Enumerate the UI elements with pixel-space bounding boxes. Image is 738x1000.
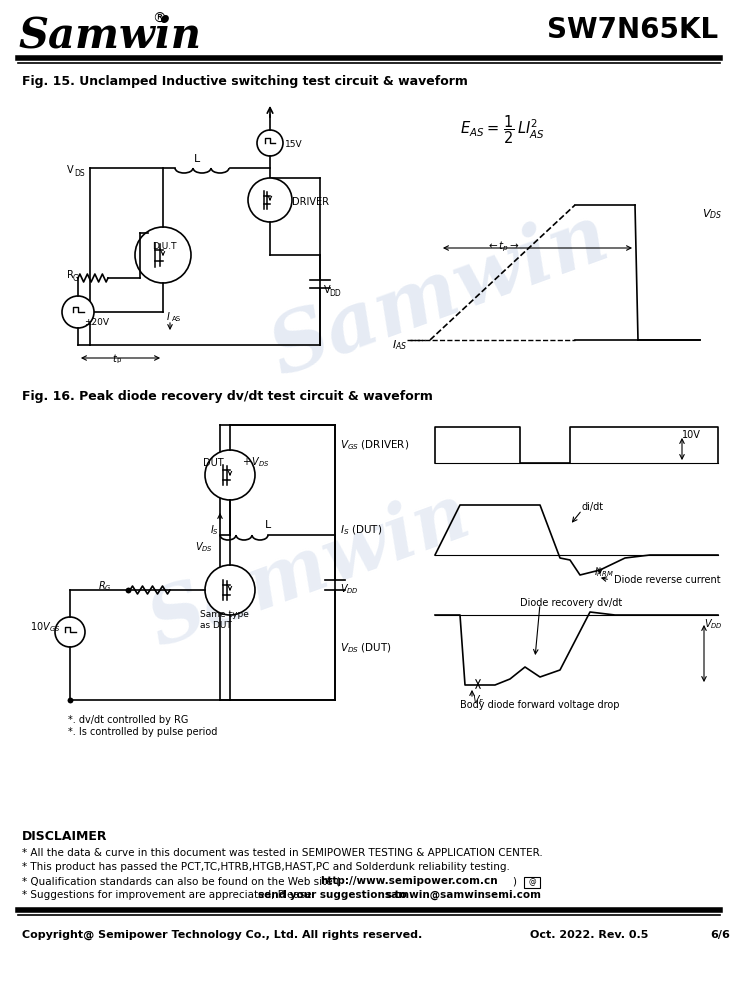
Text: V: V xyxy=(324,285,331,295)
Text: Same type: Same type xyxy=(200,610,249,619)
Text: $V_{DD}$: $V_{DD}$ xyxy=(340,582,359,596)
Text: G: G xyxy=(73,274,79,283)
Circle shape xyxy=(257,130,283,156)
Text: Samwin: Samwin xyxy=(261,198,619,392)
Text: $10V_{GS}$: $10V_{GS}$ xyxy=(30,620,61,634)
Text: AS: AS xyxy=(172,316,181,322)
Text: $I_S$ (DUT): $I_S$ (DUT) xyxy=(340,523,382,537)
Text: Copyright@ Semipower Technology Co., Ltd. All rights reserved.: Copyright@ Semipower Technology Co., Ltd… xyxy=(22,930,422,940)
Text: Fig. 15. Unclamped Inductive switching test circuit & waveform: Fig. 15. Unclamped Inductive switching t… xyxy=(22,75,468,88)
Circle shape xyxy=(248,178,292,222)
Text: V: V xyxy=(67,165,74,175)
Text: $+\,V_{DS}$: $+\,V_{DS}$ xyxy=(242,455,270,469)
Text: $\leftarrow t_p \rightarrow$: $\leftarrow t_p \rightarrow$ xyxy=(486,240,520,254)
Text: $R_G$: $R_G$ xyxy=(98,579,111,593)
Circle shape xyxy=(205,565,255,615)
Text: L: L xyxy=(194,154,200,164)
Circle shape xyxy=(55,617,85,647)
Text: ®: ® xyxy=(152,12,166,26)
Text: Samwin: Samwin xyxy=(139,478,480,662)
Text: D.U.T: D.U.T xyxy=(152,242,176,251)
Text: t: t xyxy=(112,354,116,364)
Text: @: @ xyxy=(528,878,536,886)
Text: as DUT: as DUT xyxy=(200,621,232,630)
Text: http://www.semipower.com.cn: http://www.semipower.com.cn xyxy=(320,876,497,886)
Text: 10V: 10V xyxy=(682,430,701,440)
Circle shape xyxy=(135,227,191,283)
Text: Diode reverse current: Diode reverse current xyxy=(614,575,720,585)
Text: R: R xyxy=(67,270,74,280)
Text: send your suggestions to: send your suggestions to xyxy=(258,890,410,900)
Text: DD: DD xyxy=(329,289,341,298)
Text: I: I xyxy=(167,312,170,322)
Text: ±20V: ±20V xyxy=(84,318,109,327)
Text: $I_{AS}$: $I_{AS}$ xyxy=(392,338,407,352)
Text: $V_{DS}$ (DUT): $V_{DS}$ (DUT) xyxy=(340,641,392,655)
Text: di/dt: di/dt xyxy=(582,502,604,512)
Text: 6/6: 6/6 xyxy=(710,930,730,940)
Text: * Suggestions for improvement are appreciated, Please: * Suggestions for improvement are apprec… xyxy=(22,890,315,900)
Text: $V_{DD}$: $V_{DD}$ xyxy=(704,617,723,631)
Text: * This product has passed the PCT,TC,HTRB,HTGB,HAST,PC and Solderdunk reliabilit: * This product has passed the PCT,TC,HTR… xyxy=(22,862,510,872)
Circle shape xyxy=(62,296,94,328)
Text: ): ) xyxy=(512,876,516,886)
Text: Oct. 2022. Rev. 0.5: Oct. 2022. Rev. 0.5 xyxy=(530,930,649,940)
Text: $V_{DS}$: $V_{DS}$ xyxy=(702,207,723,221)
Text: $V_{DS}$: $V_{DS}$ xyxy=(195,540,213,554)
Text: *. dv/dt controlled by RG: *. dv/dt controlled by RG xyxy=(68,715,188,725)
Text: *. Is controlled by pulse period: *. Is controlled by pulse period xyxy=(68,727,218,737)
Text: 15V: 15V xyxy=(285,140,303,149)
Text: $V_F$: $V_F$ xyxy=(472,693,484,707)
Text: Diode recovery dv/dt: Diode recovery dv/dt xyxy=(520,598,622,608)
Text: $I_S$: $I_S$ xyxy=(210,523,219,537)
Text: * Qualification standards can also be found on the Web site (: * Qualification standards can also be fo… xyxy=(22,876,340,886)
Text: DUT: DUT xyxy=(203,458,224,468)
Text: $E_{AS}=\,\dfrac{1}{2}\,LI_{AS}^{2}$: $E_{AS}=\,\dfrac{1}{2}\,LI_{AS}^{2}$ xyxy=(460,113,545,146)
Circle shape xyxy=(205,450,255,500)
Text: samwin@samwinsemi.com: samwin@samwinsemi.com xyxy=(385,890,541,900)
Text: Samwin: Samwin xyxy=(18,15,201,57)
Text: L: L xyxy=(265,520,272,530)
Text: DISCLAIMER: DISCLAIMER xyxy=(22,830,108,843)
Text: DRIVER: DRIVER xyxy=(292,197,329,207)
Text: Fig. 16. Peak diode recovery dv/dt test circuit & waveform: Fig. 16. Peak diode recovery dv/dt test … xyxy=(22,390,433,403)
Bar xyxy=(524,877,540,888)
Text: Body diode forward voltage drop: Body diode forward voltage drop xyxy=(460,700,619,710)
Text: $I_{RRM}$: $I_{RRM}$ xyxy=(594,565,614,579)
Text: SW7N65KL: SW7N65KL xyxy=(547,16,718,44)
Text: * All the data & curve in this document was tested in SEMIPOWER TESTING & APPLIC: * All the data & curve in this document … xyxy=(22,848,542,858)
Text: p: p xyxy=(116,357,120,363)
Text: $V_{GS}$ (DRIVER): $V_{GS}$ (DRIVER) xyxy=(340,438,409,452)
Text: DS: DS xyxy=(74,169,85,178)
